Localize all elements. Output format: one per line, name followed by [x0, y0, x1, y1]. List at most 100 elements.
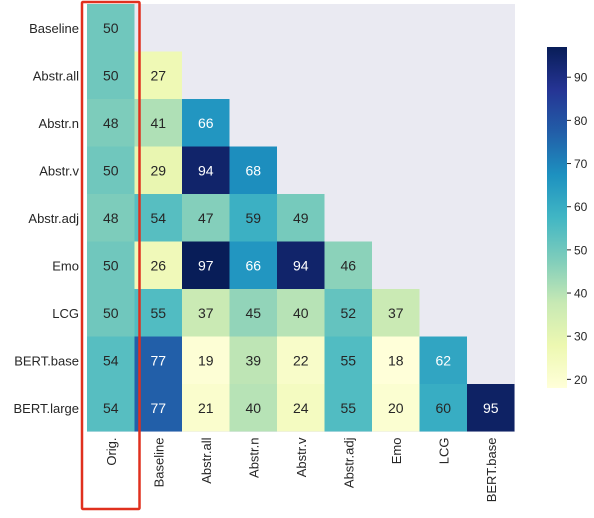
highlight-box — [80, 0, 141, 511]
heatmap-cell — [182, 384, 230, 432]
cell-value-label: 50 — [103, 162, 119, 178]
cell-value-label: 45 — [245, 305, 261, 321]
cell-value-label: 22 — [293, 352, 309, 368]
cell-value-label: 77 — [150, 352, 166, 368]
heatmap-cell — [134, 384, 182, 432]
cell-value-label: 39 — [245, 352, 261, 368]
heatmap-cell — [87, 146, 135, 194]
colorbar-tick-label: 40 — [574, 287, 588, 301]
column-label: Abstr.adj — [341, 437, 356, 488]
cell-value-label: 66 — [245, 257, 261, 273]
heatmap-cell — [134, 289, 182, 337]
cell-value-label: 55 — [340, 400, 356, 416]
heatmap-cell — [134, 241, 182, 289]
cell-value-label: 54 — [150, 210, 166, 226]
column-label: Orig. — [104, 438, 119, 466]
colorbar-tick-label: 70 — [574, 157, 588, 171]
colorbar-gradient — [547, 47, 567, 388]
heatmap-cell — [182, 146, 230, 194]
heatmap-cell — [277, 336, 325, 384]
cell-value-label: 50 — [103, 20, 119, 36]
heatmap-cell — [277, 241, 325, 289]
cell-value-label: 29 — [150, 162, 166, 178]
heatmap-cell — [324, 289, 372, 337]
column-label: Baseline — [151, 438, 166, 488]
cell-value-label: 55 — [340, 352, 356, 368]
colorbar: 20 30 40 50 60 70 80 90 — [547, 47, 588, 388]
heatmap-cell — [419, 384, 467, 432]
row-labels: Baseline Abstr.all Abstr.n Abstr.v Abstr.adj… — [13, 21, 79, 416]
cell-value-label: 55 — [150, 305, 166, 321]
row-label: BERT.large — [13, 401, 79, 416]
cell-value-label: 50 — [103, 67, 119, 83]
heatmap-cell — [419, 336, 467, 384]
cell-value-label: 40 — [245, 400, 261, 416]
cell-value-label: 27 — [150, 67, 166, 83]
colorbar-tick-label: 60 — [574, 200, 588, 214]
cell-value-label: 37 — [388, 305, 404, 321]
heatmap-cell — [134, 194, 182, 242]
cell-value-label: 48 — [103, 115, 119, 131]
heatmap-cell — [277, 194, 325, 242]
cell-value-label: 50 — [103, 305, 119, 321]
row-label: Abstr.v — [39, 163, 79, 178]
cell-value-label: 97 — [198, 257, 214, 273]
cell-value-label: 95 — [483, 400, 499, 416]
heatmap-cell — [372, 289, 420, 337]
cell-value-label: 18 — [388, 352, 404, 368]
heatmap-cell — [182, 336, 230, 384]
column-label: BERT.base — [484, 438, 499, 503]
colorbar-tick-label: 20 — [574, 373, 588, 387]
heatmap-cell — [134, 99, 182, 147]
cell-value-label: 49 — [293, 210, 309, 226]
heatmap-cell — [182, 194, 230, 242]
cell-value-label: 24 — [293, 400, 309, 416]
heatmap-cell — [229, 146, 277, 194]
heatmap-cell — [372, 336, 420, 384]
cell-value-label: 59 — [245, 210, 261, 226]
column-labels: Orig. Baseline Abstr.all Abstr.n Abstr.v Abst… — [104, 437, 499, 502]
heatmap-cell — [229, 336, 277, 384]
heatmap-cell — [182, 289, 230, 337]
row-label: Emo — [52, 258, 79, 273]
heatmap-cell — [229, 384, 277, 432]
column-label: Emo — [389, 438, 404, 465]
cell-value-label: 20 — [388, 400, 404, 416]
heatmap-cell — [229, 289, 277, 337]
cell-value-label: 54 — [103, 400, 119, 416]
row-label: Baseline — [29, 21, 79, 36]
heatmap-cell — [134, 336, 182, 384]
row-label: Abstr.all — [33, 68, 79, 83]
cell-value-label: 50 — [103, 257, 119, 273]
colorbar-tick-label: 30 — [574, 330, 588, 344]
heatmap-cell — [87, 99, 135, 147]
cell-value-label: 54 — [103, 352, 119, 368]
heatmap-cell — [87, 384, 135, 432]
heatmap-cell — [182, 241, 230, 289]
cell-value-label: 66 — [198, 115, 214, 131]
cell-value-label: 21 — [198, 400, 214, 416]
cell-value-label: 94 — [198, 162, 214, 178]
heatmap-cell — [134, 51, 182, 99]
heatmap-cell — [87, 194, 135, 242]
cell-value-label: 41 — [150, 115, 166, 131]
cell-value-label: 46 — [340, 257, 356, 273]
cell-value-label: 48 — [103, 210, 119, 226]
cell-value-label: 37 — [198, 305, 214, 321]
heatmap-cell — [229, 194, 277, 242]
heatmap-cell — [87, 4, 135, 52]
cell-value-label: 19 — [198, 352, 214, 368]
heatmap-cell — [324, 241, 372, 289]
heatmap-cell — [87, 51, 135, 99]
cell-value-label: 26 — [150, 257, 166, 273]
heatmap-cell — [467, 384, 515, 432]
heatmap-cell — [277, 384, 325, 432]
heatmap-cell — [87, 241, 135, 289]
row-label: Abstr.n — [39, 116, 79, 131]
heatmap-cell — [277, 289, 325, 337]
column-label: Abstr.v — [294, 437, 309, 477]
cell-value-label: 77 — [150, 400, 166, 416]
heatmap-cell — [229, 241, 277, 289]
heatmap-cell — [372, 384, 420, 432]
